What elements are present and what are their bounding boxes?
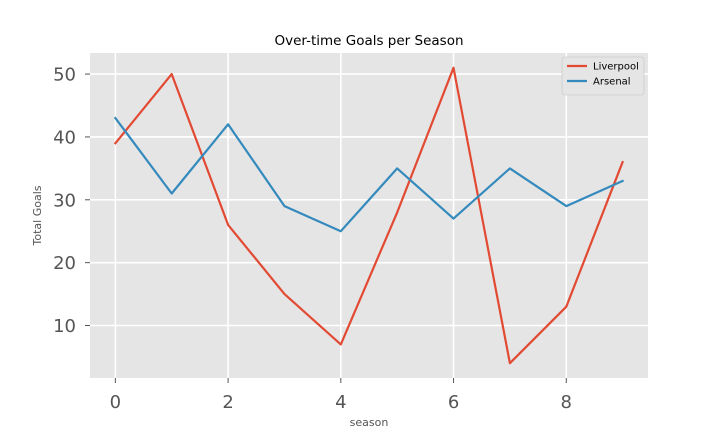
plot-background: [90, 53, 648, 378]
series-lines: [113, 66, 625, 365]
chart-title: Over-time Goals per Season: [274, 33, 463, 49]
x-axis-label: season: [350, 416, 389, 429]
series-line-liverpool: [113, 66, 625, 365]
y-axis-label: Total Goals: [31, 185, 44, 246]
y-tick-label: 10: [53, 316, 76, 337]
x-tick-label: 8: [561, 392, 572, 413]
y-tick-label: 40: [53, 127, 76, 148]
series-line-arsenal: [113, 116, 625, 233]
grid-lines: [90, 53, 648, 378]
legend-label-liverpool: Liverpool: [593, 62, 639, 73]
x-tick-label: 0: [110, 392, 121, 413]
y-tick-label: 20: [53, 253, 76, 274]
y-tick-label: 50: [53, 65, 76, 86]
axis-ticks: 0 2 4 6 8 10 20 30 40 50: [53, 65, 572, 413]
x-tick-label: 4: [335, 392, 346, 413]
x-tick-label: 6: [448, 392, 459, 413]
legend: Liverpool Arsenal: [561, 56, 645, 96]
y-tick-label: 30: [53, 190, 76, 211]
x-tick-label: 2: [222, 392, 233, 413]
legend-label-arsenal: Arsenal: [593, 77, 631, 88]
